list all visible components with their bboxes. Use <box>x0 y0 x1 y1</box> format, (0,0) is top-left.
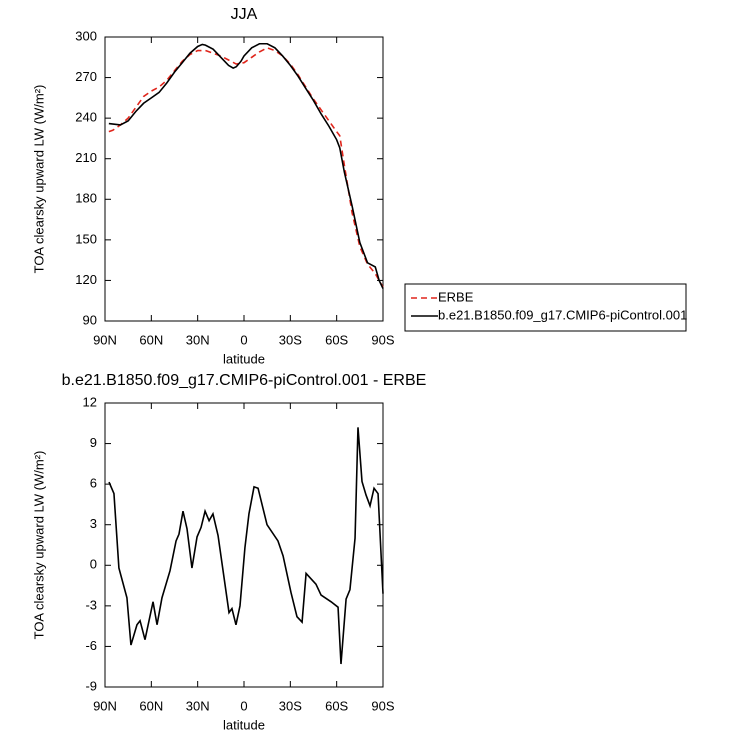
y-tick-label: -6 <box>85 638 97 653</box>
x-tick-label: 30N <box>186 698 210 713</box>
chart-title: JJA <box>231 6 258 23</box>
x-tick-label: 90S <box>371 332 394 347</box>
chart-title: b.e21.B1850.f09_g17.CMIP6-piControl.001 … <box>62 372 427 389</box>
data-line <box>108 42 384 289</box>
y-axis-label: TOA clearsky upward LW (W/m²) <box>31 85 46 274</box>
y-tick-label: 6 <box>90 476 97 491</box>
x-tick-label: 60S <box>325 332 348 347</box>
x-tick-label: 60N <box>139 698 163 713</box>
plot-frame <box>104 36 384 322</box>
x-tick-label: 60S <box>325 698 348 713</box>
x-tick-label: 30S <box>279 332 302 347</box>
data-line <box>108 427 384 665</box>
x-axis-label: latitude <box>223 717 265 732</box>
legend-label: ERBE <box>438 289 474 304</box>
y-tick-label: 300 <box>75 28 97 43</box>
y-tick-label: 120 <box>75 272 97 287</box>
x-tick-label: 30S <box>279 698 302 713</box>
x-tick-label: 30N <box>186 332 210 347</box>
legend-box <box>404 283 687 332</box>
y-tick-label: 210 <box>75 150 97 165</box>
y-tick-label: 270 <box>75 69 97 84</box>
x-tick-label: 90S <box>371 698 394 713</box>
y-tick-label: 3 <box>90 516 97 531</box>
y-tick-label: 240 <box>75 110 97 125</box>
legend-label: b.e21.B1850.f09_g17.CMIP6-piControl.001 <box>438 307 687 322</box>
y-axis-label: TOA clearsky upward LW (W/m²) <box>31 451 46 640</box>
y-tick-label: 90 <box>83 312 97 327</box>
plot-frame <box>104 402 384 688</box>
y-tick-label: -9 <box>85 678 97 693</box>
x-axis-label: latitude <box>223 351 265 366</box>
data-line <box>108 46 384 288</box>
x-tick-label: 90N <box>93 332 117 347</box>
y-tick-label: 150 <box>75 231 97 246</box>
x-tick-label: 90N <box>93 698 117 713</box>
y-tick-label: 180 <box>75 191 97 206</box>
x-tick-label: 0 <box>240 698 247 713</box>
y-tick-label: 12 <box>83 394 97 409</box>
x-tick-label: 0 <box>240 332 247 347</box>
y-tick-label: 0 <box>90 557 97 572</box>
y-tick-label: -3 <box>85 597 97 612</box>
y-tick-label: 9 <box>90 435 97 450</box>
x-tick-label: 60N <box>139 332 163 347</box>
